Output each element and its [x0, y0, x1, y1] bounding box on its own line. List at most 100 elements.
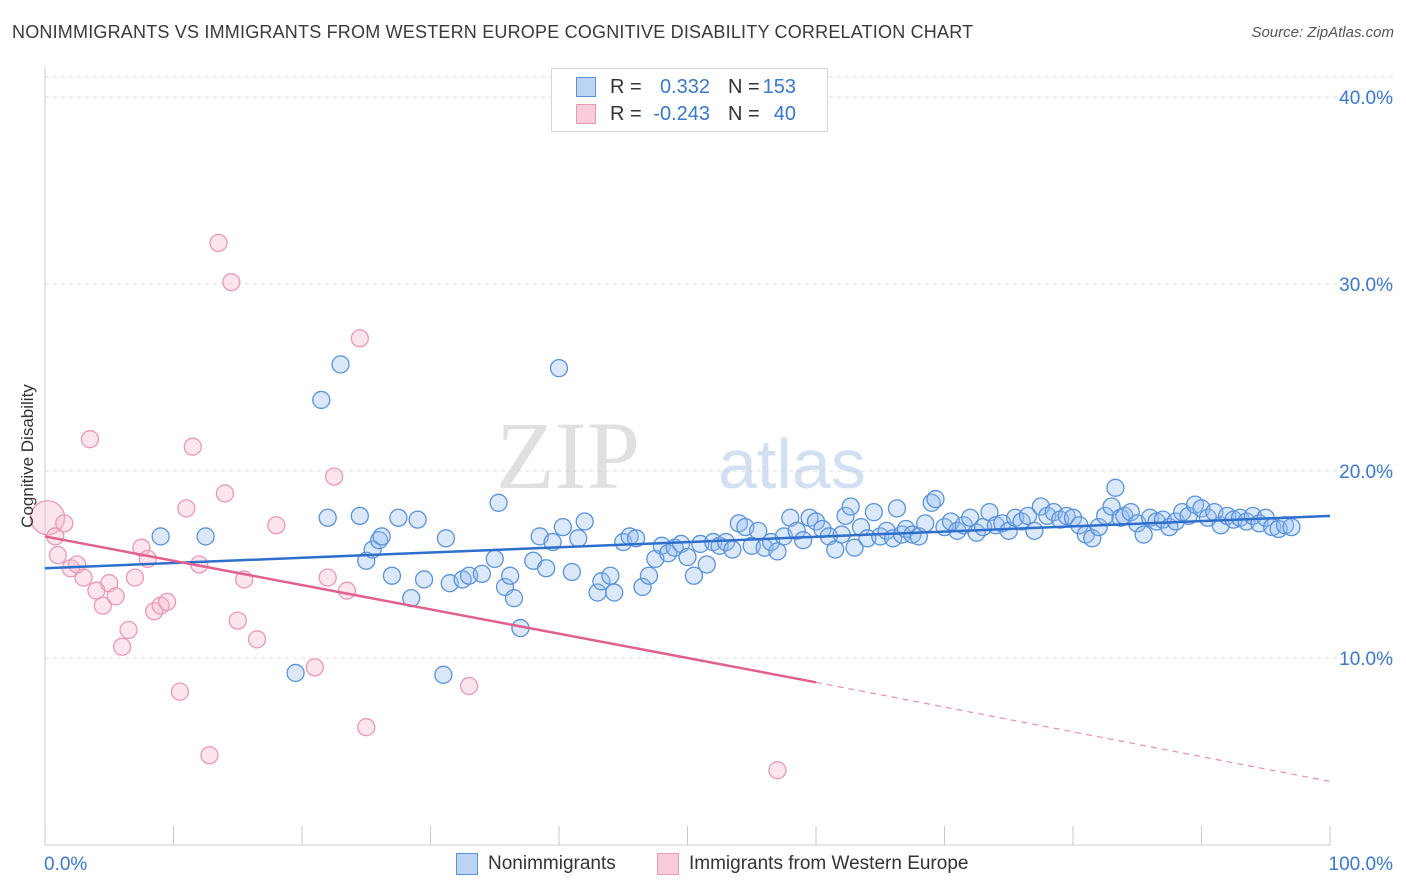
data-point-immigrants [132, 538, 151, 557]
data-point-immigrants [125, 568, 145, 587]
data-point-nonimmigrants [151, 527, 170, 546]
legend-label-nonimmigrants: Nonimmigrants [488, 853, 616, 874]
data-point-nonimmigrants [575, 512, 594, 531]
data-point-nonimmigrants [414, 570, 434, 589]
data-point-nonimmigrants [569, 529, 588, 548]
trendline-immigrants-extension [815, 681, 1331, 783]
data-point-immigrants [305, 658, 325, 677]
data-point-nonimmigrants [787, 521, 806, 540]
x-tick-label: 100.0% [1329, 854, 1394, 875]
data-point-nonimmigrants [1121, 502, 1140, 522]
data-point-nonimmigrants [841, 497, 860, 516]
legend-swatch-blue [456, 853, 478, 875]
source-label: Source: ZipAtlas.com [1251, 24, 1394, 41]
immigrants-points [29, 233, 787, 780]
data-point-nonimmigrants [196, 527, 215, 546]
data-point-nonimmigrants [601, 566, 620, 585]
data-point-nonimmigrants [472, 564, 492, 583]
data-point-nonimmigrants [286, 663, 305, 683]
correlation-legend: R = 0.332 N = 153 R = -0.243 N = 40 [551, 68, 828, 132]
y-tick-label: 40.0% [1339, 88, 1393, 109]
data-point-immigrants [215, 484, 235, 503]
data-point-nonimmigrants [794, 531, 813, 550]
data-point-nonimmigrants [537, 559, 556, 578]
data-point-nonimmigrants [845, 538, 864, 557]
data-point-nonimmigrants [836, 506, 855, 526]
watermark: ZIP atlas [496, 402, 866, 509]
data-point-immigrants [324, 467, 344, 486]
data-point-nonimmigrants [408, 510, 427, 529]
nonimmigrants-points [151, 355, 1301, 684]
data-point-nonimmigrants [382, 566, 402, 585]
data-point-nonimmigrants [562, 562, 581, 582]
axes [44, 67, 1331, 846]
data-point-immigrants [183, 437, 202, 456]
y-tick-label: 30.0% [1339, 275, 1393, 296]
legend-swatch-blue [576, 77, 596, 97]
data-point-immigrants [112, 637, 132, 656]
data-point-immigrants [209, 233, 228, 253]
x-tick-label: 0.0% [44, 854, 87, 875]
legend-label-immigrants: Immigrants from Western Europe [689, 853, 969, 874]
data-point-immigrants [267, 516, 286, 535]
data-point-nonimmigrants [389, 508, 408, 527]
data-point-nonimmigrants [489, 493, 508, 512]
data-point-nonimmigrants [903, 525, 922, 544]
data-point-immigrants [247, 630, 267, 649]
trendlines [44, 514, 1331, 783]
watermark-atlas: atlas [718, 425, 866, 503]
data-point-immigrants [80, 430, 100, 449]
data-point-nonimmigrants [549, 358, 569, 378]
data-point-nonimmigrants [697, 555, 716, 574]
x-tick-labels: 0.0% 100.0% [44, 854, 1393, 875]
legend-n-value: 40 [773, 102, 796, 125]
legend-n-label: N = [728, 75, 760, 98]
data-point-nonimmigrants [1083, 529, 1102, 548]
legend-r-value: 0.332 [659, 75, 710, 98]
data-point-immigrants [157, 592, 177, 612]
data-point-nonimmigrants [626, 529, 646, 548]
data-point-immigrants [55, 514, 74, 533]
data-point-nonimmigrants [678, 547, 697, 567]
data-point-nonimmigrants [926, 489, 945, 509]
data-point-nonimmigrants [553, 517, 573, 537]
data-point-immigrants [177, 499, 196, 518]
data-point-immigrants [459, 676, 479, 696]
trendline-immigrants [44, 535, 817, 684]
legend-row-nonimmigrants: R = 0.332 N = 153 [576, 75, 796, 99]
data-point-nonimmigrants [864, 502, 883, 522]
data-point-nonimmigrants [372, 527, 391, 546]
data-point-nonimmigrants [1106, 478, 1125, 497]
data-point-nonimmigrants [504, 589, 524, 608]
data-point-nonimmigrants [318, 508, 337, 527]
data-point-nonimmigrants [312, 390, 331, 410]
data-point-nonimmigrants [605, 583, 624, 602]
data-point-immigrants [119, 620, 138, 640]
data-point-nonimmigrants [350, 506, 369, 526]
y-tick-labels: 10.0% 20.0% 30.0% 40.0% [1339, 88, 1393, 670]
data-point-immigrants [357, 718, 376, 737]
data-point-immigrants [222, 272, 241, 292]
data-point-nonimmigrants [806, 512, 826, 531]
bottom-legend-nonimmigrants: Nonimmigrants [456, 852, 616, 876]
data-point-nonimmigrants [639, 566, 659, 585]
data-point-nonimmigrants [684, 566, 704, 585]
legend-swatch-pink [657, 853, 679, 875]
data-point-nonimmigrants [434, 665, 453, 684]
data-point-immigrants [93, 596, 112, 615]
data-point-nonimmigrants [1025, 521, 1044, 540]
data-point-immigrants [350, 329, 369, 348]
data-point-nonimmigrants [916, 514, 935, 533]
data-point-nonimmigrants [633, 577, 652, 597]
y-axis-label: Cognitive Disability [18, 384, 37, 528]
data-point-immigrants [48, 546, 67, 565]
bottom-legend-immigrants: Immigrants from Western Europe [657, 852, 968, 876]
y-tick-label: 10.0% [1339, 649, 1393, 670]
data-point-immigrants [337, 581, 357, 600]
data-point-nonimmigrants [592, 572, 611, 591]
chart-title: NONIMMIGRANTS VS IMMIGRANTS FROM WESTERN… [12, 22, 974, 42]
legend-n-value: 153 [762, 75, 796, 98]
watermark-zip: ZIP [496, 402, 640, 509]
data-point-nonimmigrants [1282, 517, 1301, 537]
